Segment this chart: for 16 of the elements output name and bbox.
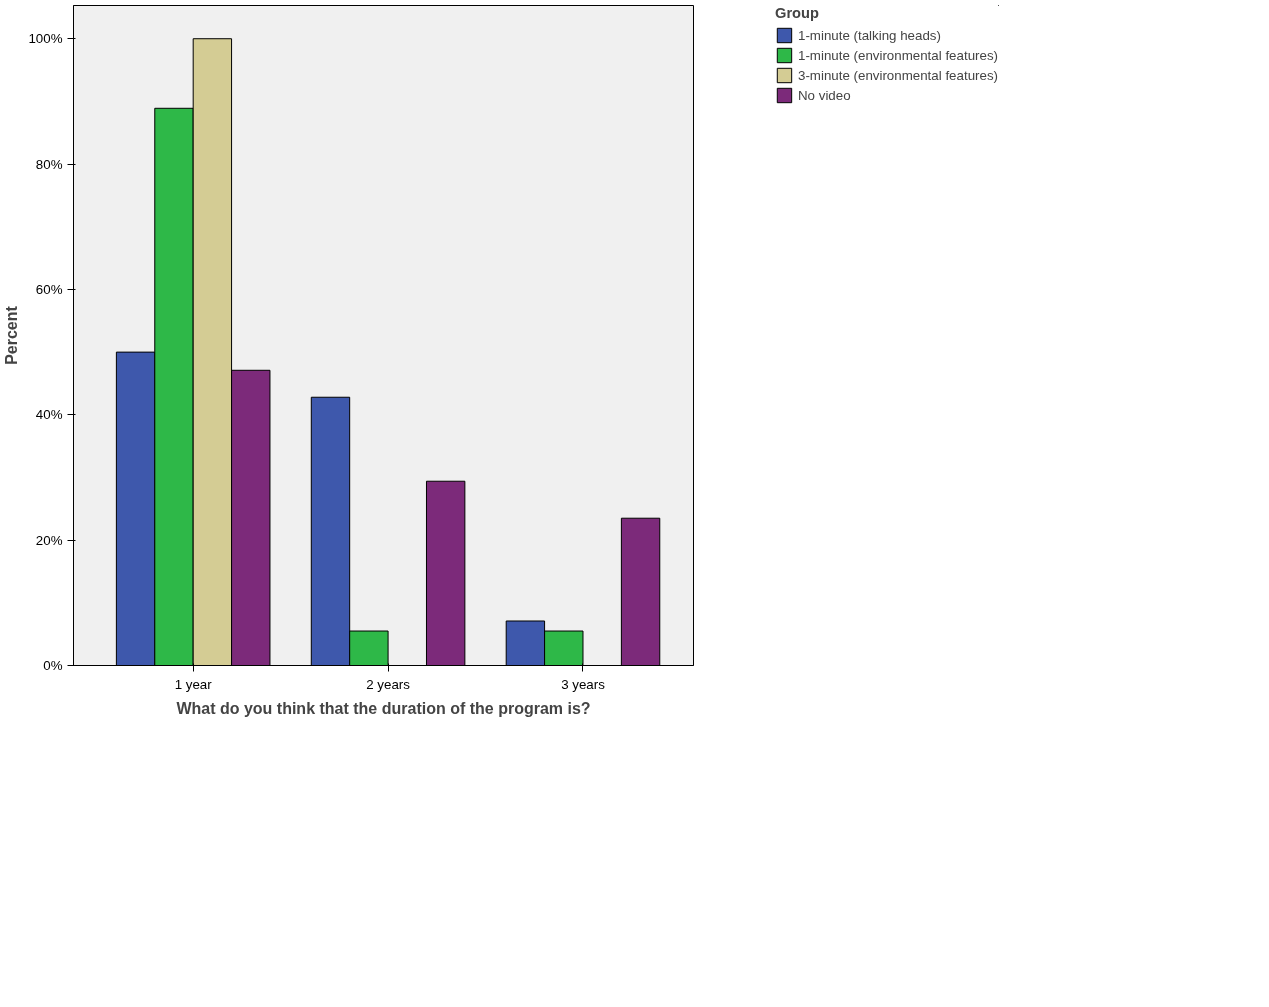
legend-label: 3-minute (environmental features): [797, 66, 998, 84]
y-tick-label: 100%: [28, 31, 63, 47]
x-axis-title: What do you think that the duration of the program is?: [176, 699, 591, 717]
legend-label: 1-minute (environmental features): [797, 46, 998, 64]
y-tick-label: 40%: [35, 407, 63, 423]
y-tick-label: 20%: [35, 532, 63, 548]
y-tick-label: 0%: [43, 658, 63, 673]
x-tick-label: 1 year: [174, 676, 213, 692]
legend-title: Group: [774, 5, 820, 21]
legend-label: 1-minute (talking heads): [797, 26, 941, 44]
x-tick-label: 3 years: [561, 676, 606, 692]
legend-label: No video: [797, 86, 851, 104]
x-tick-label: 2 years: [366, 676, 411, 692]
y-axis-title: Percent: [3, 305, 21, 365]
y-tick-label: 60%: [35, 281, 63, 297]
y-tick-label: 80%: [35, 156, 63, 172]
